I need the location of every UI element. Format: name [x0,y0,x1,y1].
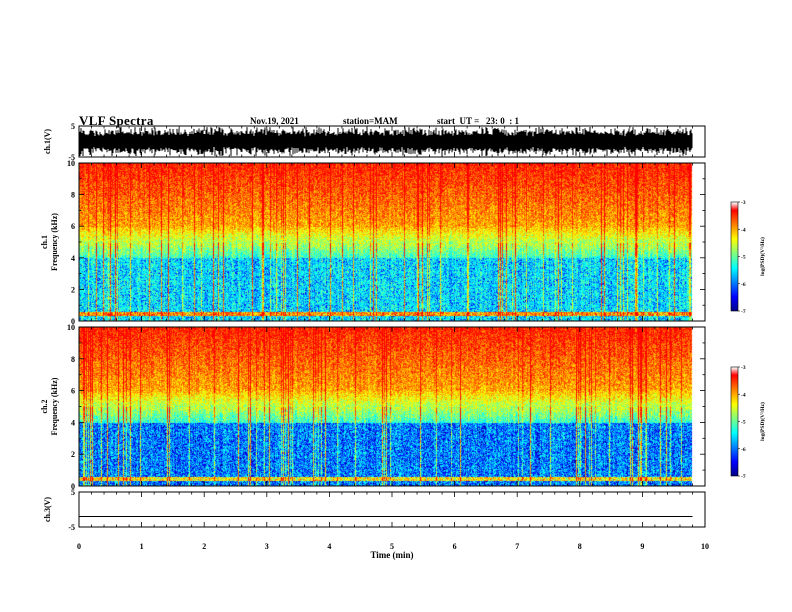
x-tick-label: 0 [77,542,81,551]
colorbar-ch2-tick-label: -4 [741,392,746,398]
colorbar-ch1-gradient [731,202,738,311]
y-tick-label: 6 [71,222,75,231]
ch1-spectro-ylabel-freq: Frequency (kHz) [50,213,59,271]
colorbar-ch2-tick-label: -5 [741,420,746,426]
colorbar-ch2-tick-label: -3 [741,365,746,371]
x-tick-label: 2 [202,542,206,551]
colorbar-ch1-tick-label: -5 [741,255,746,261]
x-tick-label: 6 [453,542,457,551]
colorbar-ch2-tick-label: -7 [741,474,746,480]
panel-frame [78,491,706,528]
x-tick-label: 5 [390,542,394,551]
ch1-waveform-trace [79,126,693,157]
spectrogram-heatmap-ch1 [79,163,705,321]
ch2-spectro-ylabel-channel: ch.2 [40,400,49,414]
colorbar-ch1-tick-label: -3 [741,200,746,206]
y-tick-label: 2 [71,450,75,459]
colorbar-ch2-label: log(PSD)(V²/Hz) [759,402,766,441]
y-tick-label: 0 [71,317,75,326]
y-tick-label: 0 [71,482,75,491]
colorbar-ch1-tick-label: -4 [741,227,746,233]
y-tick-label: 4 [71,418,75,427]
y-tick-label: 10 [67,159,75,168]
y-tick-label: 4 [71,254,75,263]
x-axis-label: Time (min) [370,550,413,560]
date-label: Nov.19, 2021 [250,116,299,126]
x-tick-label: 8 [578,542,582,551]
x-tick-label: 1 [140,542,144,551]
y-tick-label: 2 [71,285,75,294]
x-tick-label: 10 [701,542,709,551]
y-tick-label: 6 [71,387,75,396]
colorbar-ch1-tick-label: -6 [741,282,746,288]
station-label: station=MAM [343,116,398,126]
colorbar-ch1-label: log(PSD)(V²/Hz) [759,237,766,276]
x-tick-label: 4 [327,542,331,551]
colorbar-ch2-gradient [731,367,738,476]
y-tick-label: -5 [68,153,75,162]
y-tick-label: 5 [71,122,75,131]
ch1-ylabel: ch.1(V) [43,129,52,154]
chart-title: VLF Spectra [79,113,154,128]
x-tick-label: 3 [265,542,269,551]
colorbar-ch2-tick-label: -6 [741,447,746,453]
spectrogram-heatmap-ch2 [79,327,705,486]
x-tick-label: 9 [640,542,644,551]
y-tick-label: 8 [71,191,75,200]
y-tick-label: 5 [71,488,75,497]
ch3-ylabel: ch.3(V) [43,497,52,522]
y-tick-label: -5 [68,523,75,532]
colorbar-ch1-tick-label: -7 [741,309,746,315]
start-time-label: start UT = 23: 0 : 1 [437,116,519,126]
ch2-spectro-ylabel-freq: Frequency (kHz) [50,377,59,435]
y-tick-label: 10 [67,323,75,332]
x-tick-label: 7 [515,542,519,551]
y-tick-label: 8 [71,355,75,364]
ch1-spectro-ylabel-channel: ch.1 [40,235,49,249]
